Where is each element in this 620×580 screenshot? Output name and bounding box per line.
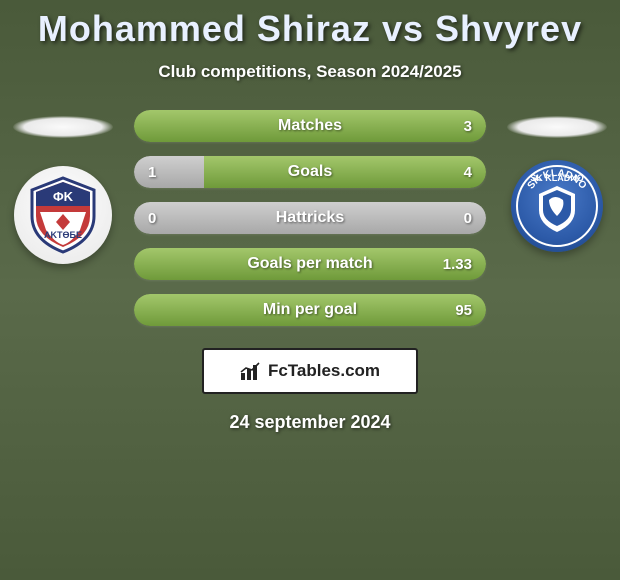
svg-text:SK KLADNO: SK KLADNO — [530, 173, 584, 183]
stat-bar-hattricks: 0 Hattricks 0 — [134, 202, 486, 234]
left-player-col: ΦK AKTӨБE — [10, 110, 116, 264]
brand-box[interactable]: FcTables.com — [202, 348, 418, 394]
stat-value-left: 1 — [148, 164, 156, 181]
player-shadow-right — [507, 116, 607, 138]
stat-value-right: 1.33 — [443, 256, 472, 273]
svg-text:ΦK: ΦK — [53, 189, 74, 204]
aktobe-crest-icon: ΦK AKTӨБE — [20, 172, 106, 258]
stat-fill — [134, 110, 486, 142]
stat-bar-gpm: Goals per match 1.33 — [134, 248, 486, 280]
comparison-row: ΦK AKTӨБE Matches 3 1 Goals 4 — [0, 110, 620, 326]
page-title: Mohammed Shiraz vs Shvyrev — [0, 8, 620, 50]
right-player-col: SK KLADNO SK KLADNO — [504, 110, 610, 252]
stat-fill — [134, 202, 486, 234]
svg-text:AKTӨБE: AKTӨБE — [44, 230, 82, 240]
stat-bar-goals: 1 Goals 4 — [134, 156, 486, 188]
subtitle: Club competitions, Season 2024/2025 — [0, 62, 620, 82]
stat-bar-matches: Matches 3 — [134, 110, 486, 142]
stat-bar-mpg: Min per goal 95 — [134, 294, 486, 326]
bar-chart-icon — [240, 361, 262, 381]
stat-value-right: 4 — [464, 164, 472, 181]
date-line: 24 september 2024 — [0, 412, 620, 433]
stat-fill-left — [134, 156, 204, 188]
brand-text: FcTables.com — [268, 361, 380, 381]
stat-fill — [134, 294, 486, 326]
stats-column: Matches 3 1 Goals 4 0 Hattricks 0 Goa — [134, 110, 486, 326]
stat-value-right: 0 — [464, 210, 472, 227]
stat-value-right: 95 — [455, 302, 472, 319]
player-shadow-left — [13, 116, 113, 138]
kladno-crest-icon: SK KLADNO SK KLADNO — [515, 164, 599, 248]
stat-value-left: 0 — [148, 210, 156, 227]
stat-fill-right — [204, 156, 486, 188]
club-crest-right: SK KLADNO SK KLADNO — [511, 160, 603, 252]
stat-fill — [134, 248, 486, 280]
club-crest-left: ΦK AKTӨБE — [14, 166, 112, 264]
stat-value-right: 3 — [464, 118, 472, 135]
